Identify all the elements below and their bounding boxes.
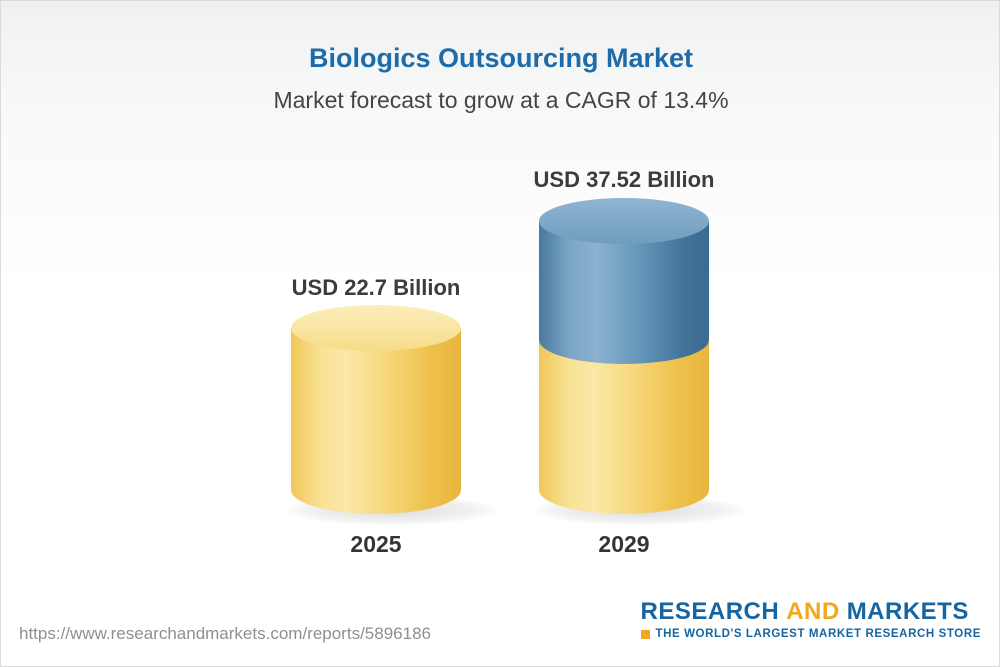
logo-wordmark: RESEARCH AND MARKETS	[640, 598, 982, 625]
cylinder-2029-top	[539, 198, 709, 244]
logo-word-markets: MARKETS	[846, 598, 969, 625]
value-label-2029: USD 37.52 Billion	[533, 167, 715, 192]
cylinder-2025-top	[291, 305, 461, 351]
research-and-markets-logo: RESEARCH AND MARKETS THE WORLD'S LARGEST M…	[640, 598, 982, 641]
logo-gold-square-icon	[640, 629, 650, 639]
logo-word-and: AND	[786, 598, 840, 625]
category-label-2029: 2029	[598, 531, 650, 557]
page-title: Biologics Outsourcing Market	[308, 43, 694, 73]
category-label-2025: 2025	[350, 531, 402, 557]
cylinder-2025-body	[291, 328, 461, 514]
page-subtitle: Market forecast to grow at a CAGR of 13.…	[273, 87, 729, 113]
logo-tagline-text: THE WORLD'S LARGEST MARKET RESEARCH STOR…	[655, 628, 981, 641]
source-url[interactable]: https://www.researchandmarkets.com/repor…	[19, 624, 431, 643]
logo-word-research: RESEARCH	[640, 598, 780, 625]
value-label-2025: USD 22.7 Billion	[291, 275, 461, 300]
cylinder-2029-growth-segment	[539, 221, 709, 364]
logo-tagline: THE WORLD'S LARGEST MARKET RESEARCH STOR…	[640, 628, 982, 641]
